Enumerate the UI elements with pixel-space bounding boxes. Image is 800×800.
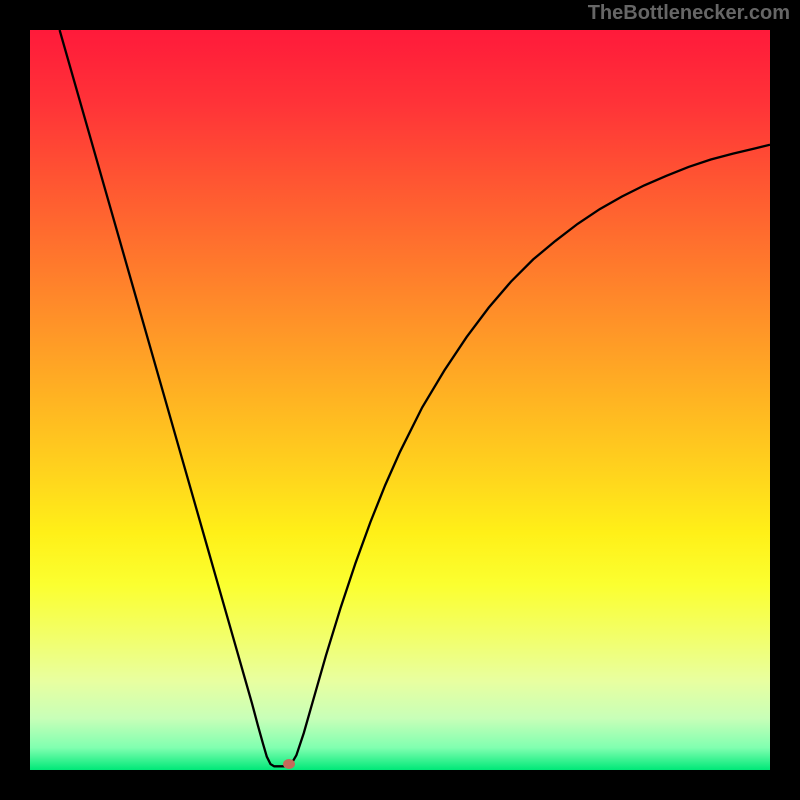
watermark-text: TheBottlenecker.com — [588, 2, 790, 25]
curve-layer — [30, 30, 770, 770]
bottleneck-curve — [60, 30, 770, 766]
optimal-point-marker — [283, 759, 295, 769]
plot-area — [30, 30, 770, 770]
